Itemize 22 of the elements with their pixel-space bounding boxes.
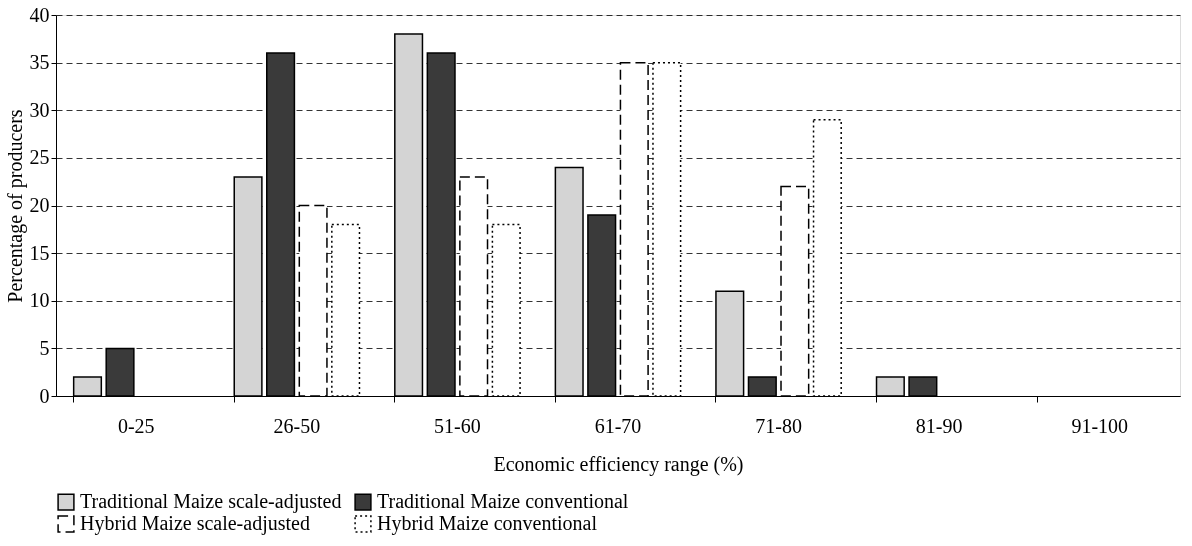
legend-label: Traditional Maize conventional <box>377 490 629 513</box>
y-tick-label: 10 <box>29 289 50 312</box>
y-tick-label: 5 <box>39 336 50 359</box>
y-tick-label: 15 <box>29 241 50 264</box>
legend-label: Hybrid Maize conventional <box>377 512 598 535</box>
y-axis-title: Percentage of producers <box>3 109 27 303</box>
x-axis-title: Economic efficiency range (%) <box>493 452 744 476</box>
x-tick-label: 51-60 <box>434 414 481 437</box>
y-tick-label: 0 <box>39 384 50 407</box>
x-tick-label: 71-80 <box>755 414 802 437</box>
x-tick-label: 91-100 <box>1071 414 1129 437</box>
x-tick-label: 61-70 <box>594 414 642 437</box>
y-tick-label: 20 <box>29 194 50 216</box>
legend-label: Hybrid Maize scale-adjusted <box>80 512 310 535</box>
legend-label: Traditional Maize scale-adjusted <box>80 490 342 514</box>
x-tick-label: 26-50 <box>273 414 321 437</box>
x-tick-label: 0-25 <box>117 414 155 437</box>
y-tick-label: 30 <box>29 98 50 121</box>
y-tick-label: 40 <box>29 3 50 26</box>
y-tick-label: 25 <box>29 146 50 169</box>
y-tick-label: 35 <box>29 51 50 74</box>
x-tick-label: 81-90 <box>915 414 963 437</box>
